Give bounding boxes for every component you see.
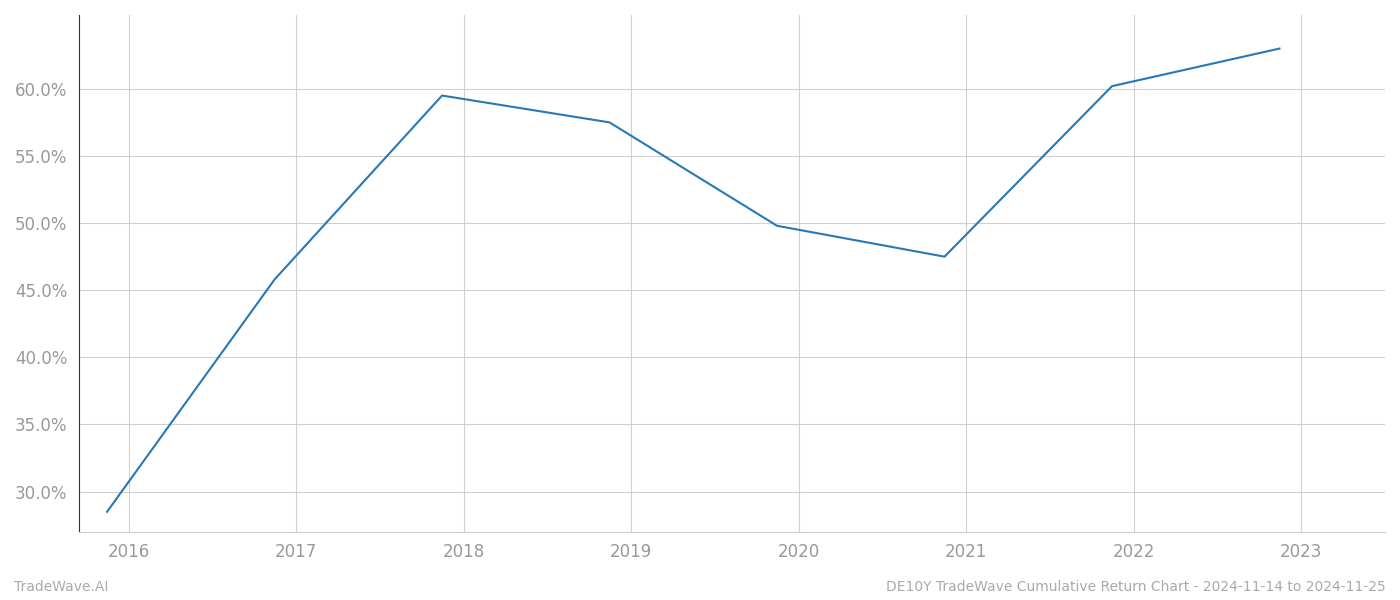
Text: DE10Y TradeWave Cumulative Return Chart - 2024-11-14 to 2024-11-25: DE10Y TradeWave Cumulative Return Chart … — [886, 580, 1386, 594]
Text: TradeWave.AI: TradeWave.AI — [14, 580, 108, 594]
